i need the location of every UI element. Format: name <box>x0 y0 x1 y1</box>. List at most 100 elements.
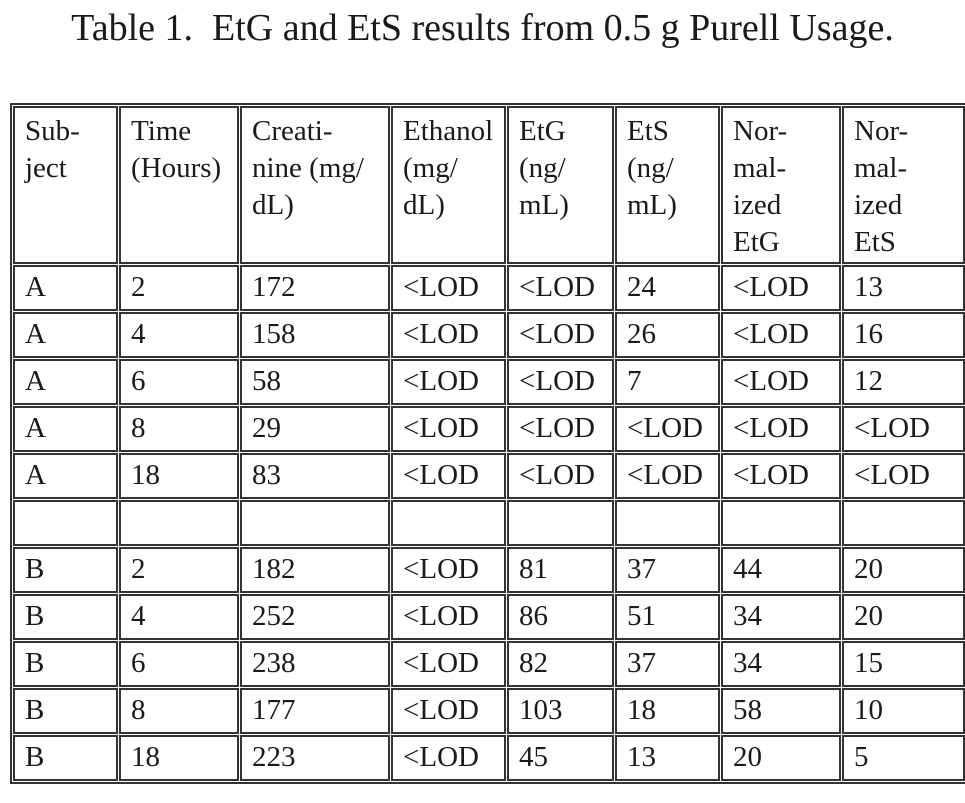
table-cell: 8 <box>119 688 239 734</box>
table-row: A 18 83 <LOD <LOD <LOD <LOD <LOD <box>13 453 965 499</box>
column-header-creatinine: Creati- nine (mg/ dL) <box>240 106 390 264</box>
table-cell <box>721 500 841 546</box>
table-cell: A <box>13 359 118 405</box>
table-cell: 4 <box>119 594 239 640</box>
column-header-subject: Sub- ject <box>13 106 118 264</box>
table-cell: 81 <box>507 547 614 593</box>
table-cell: 252 <box>240 594 390 640</box>
table-cell: 103 <box>507 688 614 734</box>
table-cell <box>391 500 506 546</box>
table-cell: A <box>13 406 118 452</box>
table-row: B 8 177 <LOD 103 18 58 10 <box>13 688 965 734</box>
table-cell: 5 <box>842 735 965 781</box>
table-cell: <LOD <box>391 453 506 499</box>
table-cell: 172 <box>240 265 390 311</box>
table-cell: B <box>13 735 118 781</box>
table-cell: <LOD <box>507 359 614 405</box>
table-cell: 29 <box>240 406 390 452</box>
table-cell: <LOD <box>721 406 841 452</box>
table-cell: 15 <box>842 641 965 687</box>
table-cell: 18 <box>615 688 720 734</box>
table-cell: 6 <box>119 359 239 405</box>
table-row: B 6 238 <LOD 82 37 34 15 <box>13 641 965 687</box>
table-cell: <LOD <box>842 406 965 452</box>
column-header-time-hours: Time (Hours) <box>119 106 239 264</box>
table-cell: A <box>13 312 118 358</box>
table-cell: <LOD <box>391 688 506 734</box>
table-cell: <LOD <box>615 453 720 499</box>
table-cell: 51 <box>615 594 720 640</box>
table-cell: 8 <box>119 406 239 452</box>
column-header-ethanol: Ethanol (mg/ dL) <box>391 106 506 264</box>
table-cell <box>842 500 965 546</box>
table-row: A 4 158 <LOD <LOD 26 <LOD 16 <box>13 312 965 358</box>
table-cell: 238 <box>240 641 390 687</box>
table-cell: <LOD <box>391 641 506 687</box>
table-row: A 8 29 <LOD <LOD <LOD <LOD <LOD <box>13 406 965 452</box>
table-cell: 223 <box>240 735 390 781</box>
table-cell: 58 <box>240 359 390 405</box>
table-cell: 26 <box>615 312 720 358</box>
table-cell <box>13 500 118 546</box>
table-row <box>13 500 965 546</box>
table-cell: A <box>13 265 118 311</box>
table-cell: B <box>13 594 118 640</box>
header-row: Sub- ject Time (Hours) Creati- nine (mg/… <box>13 106 965 264</box>
table-row: A 2 172 <LOD <LOD 24 <LOD 13 <box>13 265 965 311</box>
table-cell: 20 <box>842 547 965 593</box>
table-cell: 12 <box>842 359 965 405</box>
table-cell: 7 <box>615 359 720 405</box>
table-cell: <LOD <box>507 312 614 358</box>
table-cell: 6 <box>119 641 239 687</box>
table-cell: <LOD <box>391 312 506 358</box>
table-cell: <LOD <box>391 406 506 452</box>
table-cell: <LOD <box>721 359 841 405</box>
table-cell: 158 <box>240 312 390 358</box>
table-body: A 2 172 <LOD <LOD 24 <LOD 13 A 4 158 <LOD <LOD 26 <LOD… <box>13 265 965 781</box>
table-cell: 37 <box>615 547 720 593</box>
table-cell: 2 <box>119 547 239 593</box>
table-cell: 86 <box>507 594 614 640</box>
table-cell: <LOD <box>391 359 506 405</box>
table-cell: <LOD <box>721 265 841 311</box>
table-cell: <LOD <box>615 406 720 452</box>
table-cell: 34 <box>721 594 841 640</box>
table-cell: 4 <box>119 312 239 358</box>
table-cell: B <box>13 547 118 593</box>
table-cell: 10 <box>842 688 965 734</box>
table-cell: <LOD <box>721 453 841 499</box>
table-cell: 20 <box>842 594 965 640</box>
table-cell: <LOD <box>507 453 614 499</box>
table-cell: 20 <box>721 735 841 781</box>
table-cell: <LOD <box>391 265 506 311</box>
table-cell <box>240 500 390 546</box>
table-cell: 82 <box>507 641 614 687</box>
table-row: B 2 182 <LOD 81 37 44 20 <box>13 547 965 593</box>
table-cell: 2 <box>119 265 239 311</box>
table-row: B 4 252 <LOD 86 51 34 20 <box>13 594 965 640</box>
table-cell: 37 <box>615 641 720 687</box>
table-cell: <LOD <box>391 735 506 781</box>
table-cell: 24 <box>615 265 720 311</box>
table-cell: <LOD <box>391 594 506 640</box>
table-cell: 13 <box>615 735 720 781</box>
table-caption: Table 1. EtG and EtS results from 0.5 g … <box>71 7 894 49</box>
table-cell: 177 <box>240 688 390 734</box>
table-cell: B <box>13 688 118 734</box>
table-cell <box>507 500 614 546</box>
column-header-ets: EtS (ng/ mL) <box>615 106 720 264</box>
table-row: B 18 223 <LOD 45 13 20 5 <box>13 735 965 781</box>
table-cell: <LOD <box>721 312 841 358</box>
table-cell: 44 <box>721 547 841 593</box>
table-cell: <LOD <box>842 453 965 499</box>
table-cell: 16 <box>842 312 965 358</box>
table-cell: <LOD <box>507 265 614 311</box>
column-header-normalized-etg: Nor- mal- ized EtG <box>721 106 841 264</box>
column-header-etg: EtG (ng/ mL) <box>507 106 614 264</box>
table-cell: <LOD <box>507 406 614 452</box>
results-table: Sub- ject Time (Hours) Creati- nine (mg/… <box>10 103 965 784</box>
column-header-normalized-ets: Nor- mal- ized EtS <box>842 106 965 264</box>
table-cell: 58 <box>721 688 841 734</box>
table-cell <box>119 500 239 546</box>
